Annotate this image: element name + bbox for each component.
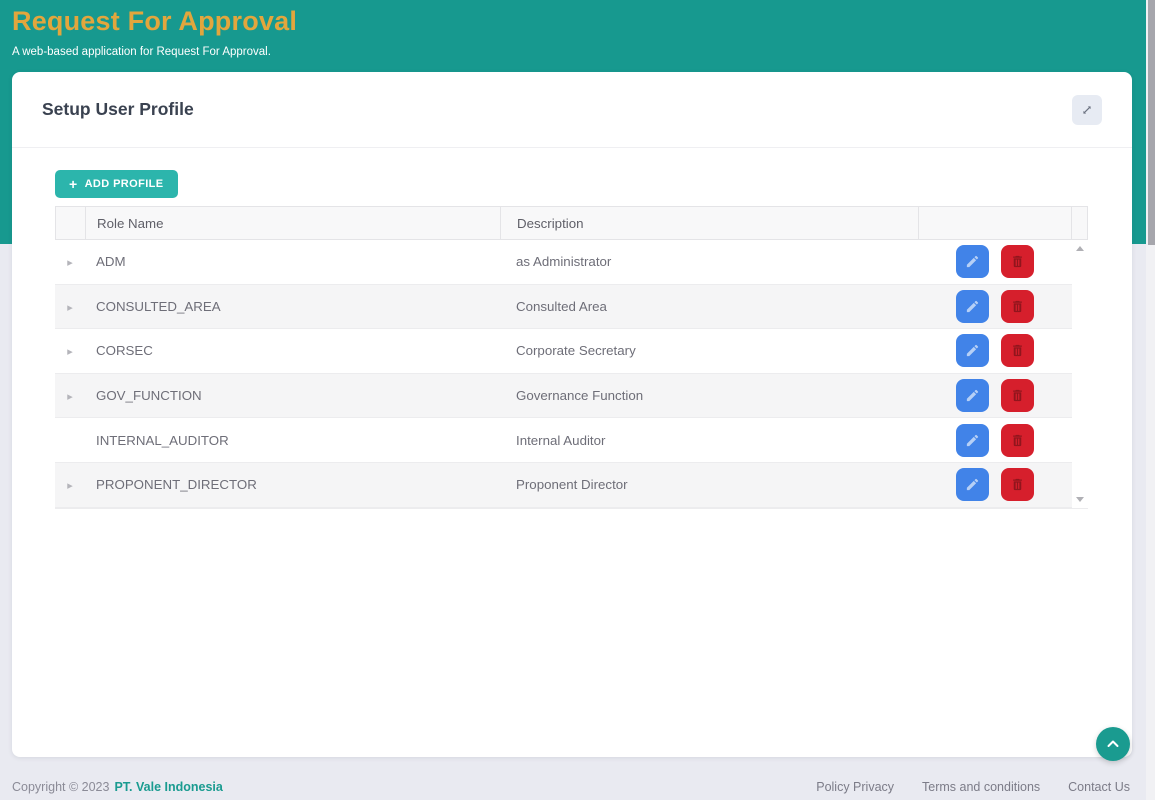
column-header-scroll — [1072, 207, 1087, 239]
scroll-to-top-button[interactable] — [1096, 727, 1130, 761]
expander-cell: ▸ — [55, 388, 85, 403]
role-name-cell: PROPONENT_DIRECTOR — [96, 477, 257, 493]
expand-icon — [1083, 105, 1091, 114]
delete-button[interactable] — [1001, 468, 1034, 502]
footer-links: Policy Privacy Terms and conditions Contac… — [816, 780, 1130, 794]
table-header-row: Role Name Description — [55, 206, 1088, 240]
column-header-expander — [56, 207, 86, 239]
delete-trash-icon — [1013, 434, 1022, 446]
delete-button[interactable] — [1001, 379, 1034, 413]
role-name-cell: CONSULTED_AREA — [96, 298, 221, 314]
company-name[interactable]: PT. Vale Indonesia — [114, 780, 223, 794]
row-actions — [918, 334, 1072, 368]
description-cell: Governance Function — [516, 388, 644, 404]
profiles-table: Role Name Description ▸ ADM as Administr… — [55, 206, 1088, 509]
row-expand-icon[interactable]: ▸ — [67, 346, 73, 359]
row-expand-icon[interactable]: ▸ — [67, 257, 73, 270]
table-row: ▸ CONSULTED_AREA Consulted Area — [55, 284, 1072, 330]
edit-button[interactable] — [956, 468, 989, 502]
edit-pencil-icon — [966, 479, 979, 491]
role-name-cell: GOV_FUNCTION — [96, 388, 202, 404]
page-title: Setup User Profile — [42, 99, 194, 119]
expander-cell: ▸ — [55, 299, 85, 314]
delete-button[interactable] — [1001, 245, 1034, 279]
delete-trash-icon — [1013, 256, 1022, 268]
table-row: ▸ GOV_FUNCTION Governance Function — [55, 373, 1072, 419]
delete-trash-icon — [1013, 389, 1022, 402]
column-header-description[interactable]: Description — [501, 207, 919, 239]
page-scrollbar-thumb[interactable] — [1148, 0, 1155, 245]
edit-button[interactable] — [956, 289, 989, 323]
delete-button[interactable] — [1001, 423, 1034, 457]
scroll-up-icon[interactable] — [1076, 246, 1084, 251]
copyright: Copyright © 2023 PT. Vale Indonesia — [12, 780, 223, 794]
row-expand-icon[interactable]: ▸ — [67, 301, 73, 314]
table-row: ▸ ADM as Administrator — [55, 240, 1072, 285]
role-name-cell: CORSEC — [96, 343, 153, 359]
scroll-down-icon[interactable] — [1076, 496, 1084, 502]
card-body: + ADD PROFILE Role Name Description ▸ AD… — [12, 148, 1132, 509]
delete-button[interactable] — [1001, 289, 1034, 323]
expand-card-button[interactable] — [1072, 94, 1102, 125]
row-expand-icon[interactable]: ▸ — [67, 391, 73, 404]
expander-cell: ▸ — [55, 254, 85, 269]
delete-button[interactable] — [1001, 334, 1034, 368]
footer-link[interactable]: Terms and conditions — [922, 780, 1041, 794]
expander-cell: ▸ — [55, 433, 85, 448]
description-cell: Internal Auditor — [516, 432, 606, 448]
page-footer: Copyright © 2023 PT. Vale Indonesia Polic… — [12, 780, 1130, 794]
delete-trash-icon — [1013, 345, 1022, 357]
row-actions — [918, 468, 1072, 502]
description-cell: as Administrator — [516, 254, 612, 270]
table-row: ▸ INTERNAL_AUDITOR Internal Auditor — [55, 418, 1072, 463]
table-body: ▸ ADM as Administrator ▸ CONSULTED_AREA … — [55, 240, 1088, 509]
table-scrollbar[interactable] — [1072, 240, 1088, 508]
row-actions — [918, 379, 1072, 413]
page-scrollbar[interactable] — [1146, 0, 1155, 800]
footer-link[interactable]: Policy Privacy — [816, 780, 895, 794]
delete-trash-icon — [1013, 300, 1022, 313]
description-cell: Proponent Director — [516, 477, 628, 493]
card-header: Setup User Profile — [12, 72, 1132, 148]
edit-pencil-icon — [966, 345, 979, 357]
copyright-text: Copyright © 2023 — [12, 780, 110, 794]
row-actions — [918, 423, 1072, 457]
row-actions — [918, 245, 1072, 279]
add-profile-label: ADD PROFILE — [84, 178, 164, 190]
table-row: ▸ PROPONENT_DIRECTOR Proponent Director — [55, 462, 1072, 508]
app-header: Request For Approval A web-based applica… — [12, 6, 297, 58]
description-cell: Corporate Secretary — [516, 343, 636, 359]
edit-pencil-icon — [966, 434, 979, 446]
setup-user-profile-card: Setup User Profile + ADD PROFILE Role Na… — [12, 72, 1132, 757]
role-name-cell: ADM — [96, 254, 126, 270]
add-profile-button[interactable]: + ADD PROFILE — [55, 170, 178, 198]
app-subtitle: A web-based application for Request For … — [12, 46, 271, 58]
app-title: Request For Approval — [12, 6, 298, 36]
delete-trash-icon — [1013, 479, 1022, 491]
expander-cell: ▸ — [55, 343, 85, 358]
row-expand-icon[interactable]: ▸ — [67, 480, 73, 493]
edit-button[interactable] — [956, 334, 989, 368]
edit-button[interactable] — [956, 245, 989, 279]
edit-pencil-icon — [966, 389, 979, 402]
expander-cell: ▸ — [55, 477, 85, 492]
edit-pencil-icon — [966, 256, 979, 268]
row-actions — [918, 289, 1072, 323]
plus-icon: + — [69, 176, 78, 192]
column-header-role-name[interactable]: Role Name — [86, 207, 501, 239]
description-cell: Consulted Area — [516, 298, 607, 314]
edit-button[interactable] — [956, 379, 989, 413]
table-row: ▸ CORSEC Corporate Secretary — [55, 329, 1072, 374]
role-name-cell: INTERNAL_AUDITOR — [96, 432, 229, 448]
edit-button[interactable] — [956, 423, 989, 457]
footer-link[interactable]: Contact Us — [1068, 780, 1130, 794]
column-header-actions — [919, 207, 1072, 239]
chevron-up-icon — [1107, 740, 1119, 747]
edit-pencil-icon — [966, 300, 979, 313]
